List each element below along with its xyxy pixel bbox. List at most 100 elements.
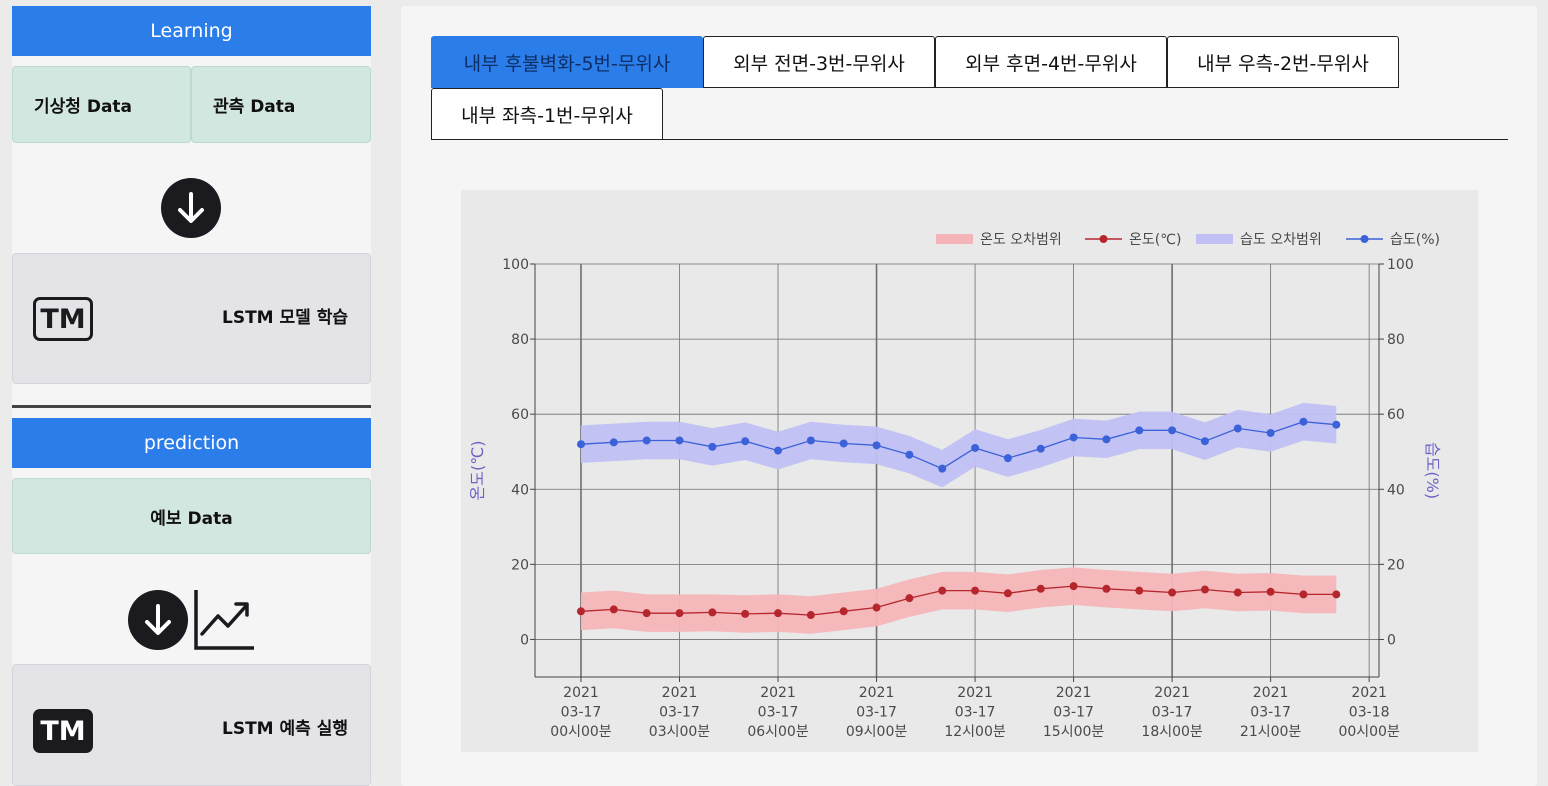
temperature-humidity-chart: 020406080100020406080100202103-1700시00분2… — [468, 232, 1442, 740]
x-tick-label-line: 2021 — [563, 685, 599, 701]
temperature-point — [1266, 587, 1275, 596]
forecast-data-label: 예보 Data — [150, 508, 233, 529]
y-right-axis-title: 습도(%) — [1423, 442, 1442, 499]
temperature-error-band — [581, 567, 1337, 634]
legend-label: 습도(%) — [1390, 232, 1440, 248]
tab-outer-back-4[interactable]: 외부 후면-4번-무위사 — [935, 36, 1167, 88]
x-tick-label-line: 00시00분 — [1338, 724, 1400, 740]
x-tick-label-line: 2021 — [859, 685, 895, 701]
observation-data-label: 관측 Data — [213, 97, 296, 117]
temperature-point — [1299, 590, 1308, 599]
humidity-point — [839, 439, 848, 448]
temperature-point — [905, 594, 914, 603]
humidity-error-band — [581, 402, 1337, 488]
tab-underline — [431, 139, 1508, 140]
temperature-point — [1332, 590, 1341, 599]
prediction-title: prediction — [143, 432, 240, 454]
y-right-tick-label: 40 — [1387, 482, 1405, 498]
x-tick-label: 2021 03-17 15시00분 — [1043, 685, 1105, 740]
tm-model-icon: TM — [33, 297, 93, 341]
x-tick-label-line: 06시00분 — [747, 724, 809, 740]
tab-inner-right-2[interactable]: 내부 우측-2번-무위사 — [1167, 36, 1399, 88]
x-tick-label: 2021 03-17 09시00분 — [846, 685, 908, 740]
x-tick-label-line: 12시00분 — [944, 724, 1006, 740]
x-tick-label-line: 03-17 — [1250, 705, 1291, 721]
temperature-point — [938, 586, 947, 595]
tab-inner-rear-wall-5[interactable]: 내부 후불벽화-5번-무위사 — [431, 36, 703, 88]
humidity-point — [642, 436, 651, 445]
tm-icon-text: TM — [40, 715, 86, 747]
x-tick-label-line: 03-17 — [659, 705, 700, 721]
humidity-point — [675, 436, 684, 445]
temperature-point — [642, 609, 651, 618]
lstm-predict-label: LSTM 예측 실행 — [222, 719, 348, 739]
main-panel: 내부 후불벽화-5번-무위사 외부 전면-3번-무위사 외부 후면-4번-무위사… — [401, 6, 1537, 786]
x-tick-label-line: 2021 — [1253, 685, 1289, 701]
temperature-point — [774, 609, 783, 618]
temperature-point — [839, 607, 848, 616]
lstm-predict-card[interactable]: TM LSTM 예측 실행 — [12, 664, 371, 786]
humidity-point — [774, 446, 783, 455]
humidity-point — [576, 440, 585, 449]
tab-outer-front-3[interactable]: 외부 전면-3번-무위사 — [703, 36, 935, 88]
humidity-point — [905, 450, 914, 459]
temperature-point — [806, 611, 815, 620]
temperature-point — [1036, 584, 1045, 593]
temperature-point — [609, 605, 618, 614]
y-left-tick-label: 20 — [511, 557, 529, 573]
humidity-point — [609, 438, 618, 447]
y-left-tick-label: 40 — [511, 482, 529, 498]
y-right-tick-label: 100 — [1387, 257, 1414, 273]
lstm-train-card[interactable]: TM LSTM 모델 학습 — [12, 253, 371, 384]
forecast-data-box[interactable]: 예보 Data — [12, 478, 371, 554]
temperature-point — [675, 609, 684, 618]
x-tick-label-line: 03-17 — [1152, 705, 1193, 721]
temperature-point — [1102, 584, 1111, 593]
x-tick-label: 2021 03-17 21시00분 — [1240, 685, 1302, 740]
x-tick-label-line: 03-17 — [1053, 705, 1094, 721]
humidity-point — [1168, 426, 1177, 435]
humidity-point — [938, 464, 947, 473]
y-right-tick-label: 60 — [1387, 407, 1405, 423]
tm-icon-text: TM — [40, 303, 86, 335]
chart-legend: 온도 오차범위 온도(℃) 습도 오차범위 습도(%) — [936, 232, 1440, 248]
humidity-point — [1200, 437, 1209, 446]
humidity-point — [1135, 426, 1144, 435]
y-left-tick-label: 80 — [511, 332, 529, 348]
tab-label: 내부 후불벽화-5번-무위사 — [463, 52, 671, 75]
tab-label: 내부 우측-2번-무위사 — [1197, 52, 1369, 75]
humidity-point — [971, 443, 980, 452]
humidity-point — [1036, 444, 1045, 453]
humidity-point — [806, 436, 815, 445]
y-left-axis-title: 온도(℃) — [468, 441, 487, 501]
x-tick-label-line: 21시00분 — [1240, 724, 1302, 740]
learning-title: Learning — [150, 20, 233, 42]
humidity-point — [1003, 454, 1012, 463]
kma-data-box[interactable]: 기상청 Data — [12, 66, 191, 143]
humidity-point — [1102, 435, 1111, 444]
tab-label: 내부 좌측-1번-무위사 — [461, 104, 633, 127]
x-tick-label-line: 03-17 — [856, 705, 897, 721]
x-tick-label-line: 03-17 — [955, 705, 996, 721]
humidity-line — [580, 421, 1337, 470]
legend-swatch-band — [1196, 234, 1233, 244]
learning-header: Learning — [12, 6, 371, 56]
y-right-tick-label: 80 — [1387, 332, 1405, 348]
y-left-tick-label: 0 — [520, 632, 529, 648]
x-tick-label-line: 2021 — [662, 685, 698, 701]
x-tick-label-line: 03-18 — [1349, 705, 1390, 721]
humidity-point — [1332, 420, 1341, 429]
temperature-point — [741, 609, 750, 618]
observation-data-box[interactable]: 관측 Data — [191, 66, 371, 143]
temperature-point — [872, 603, 881, 612]
legend-swatch-point — [1099, 235, 1108, 243]
tab-inner-left-1[interactable]: 내부 좌측-1번-무위사 — [431, 88, 663, 140]
temperature-point — [1168, 588, 1177, 597]
temperature-point — [1200, 585, 1209, 594]
temperature-point — [708, 608, 717, 617]
x-tick-label-line: 18시00분 — [1141, 724, 1203, 740]
temperature-line — [580, 585, 1337, 616]
x-tick-label-line: 00시00분 — [550, 724, 612, 740]
sidebar: Learning 기상청 Data 관측 Data TM LSTM 모델 학습 … — [12, 6, 371, 786]
x-tick-label-line: 2021 — [1056, 685, 1092, 701]
